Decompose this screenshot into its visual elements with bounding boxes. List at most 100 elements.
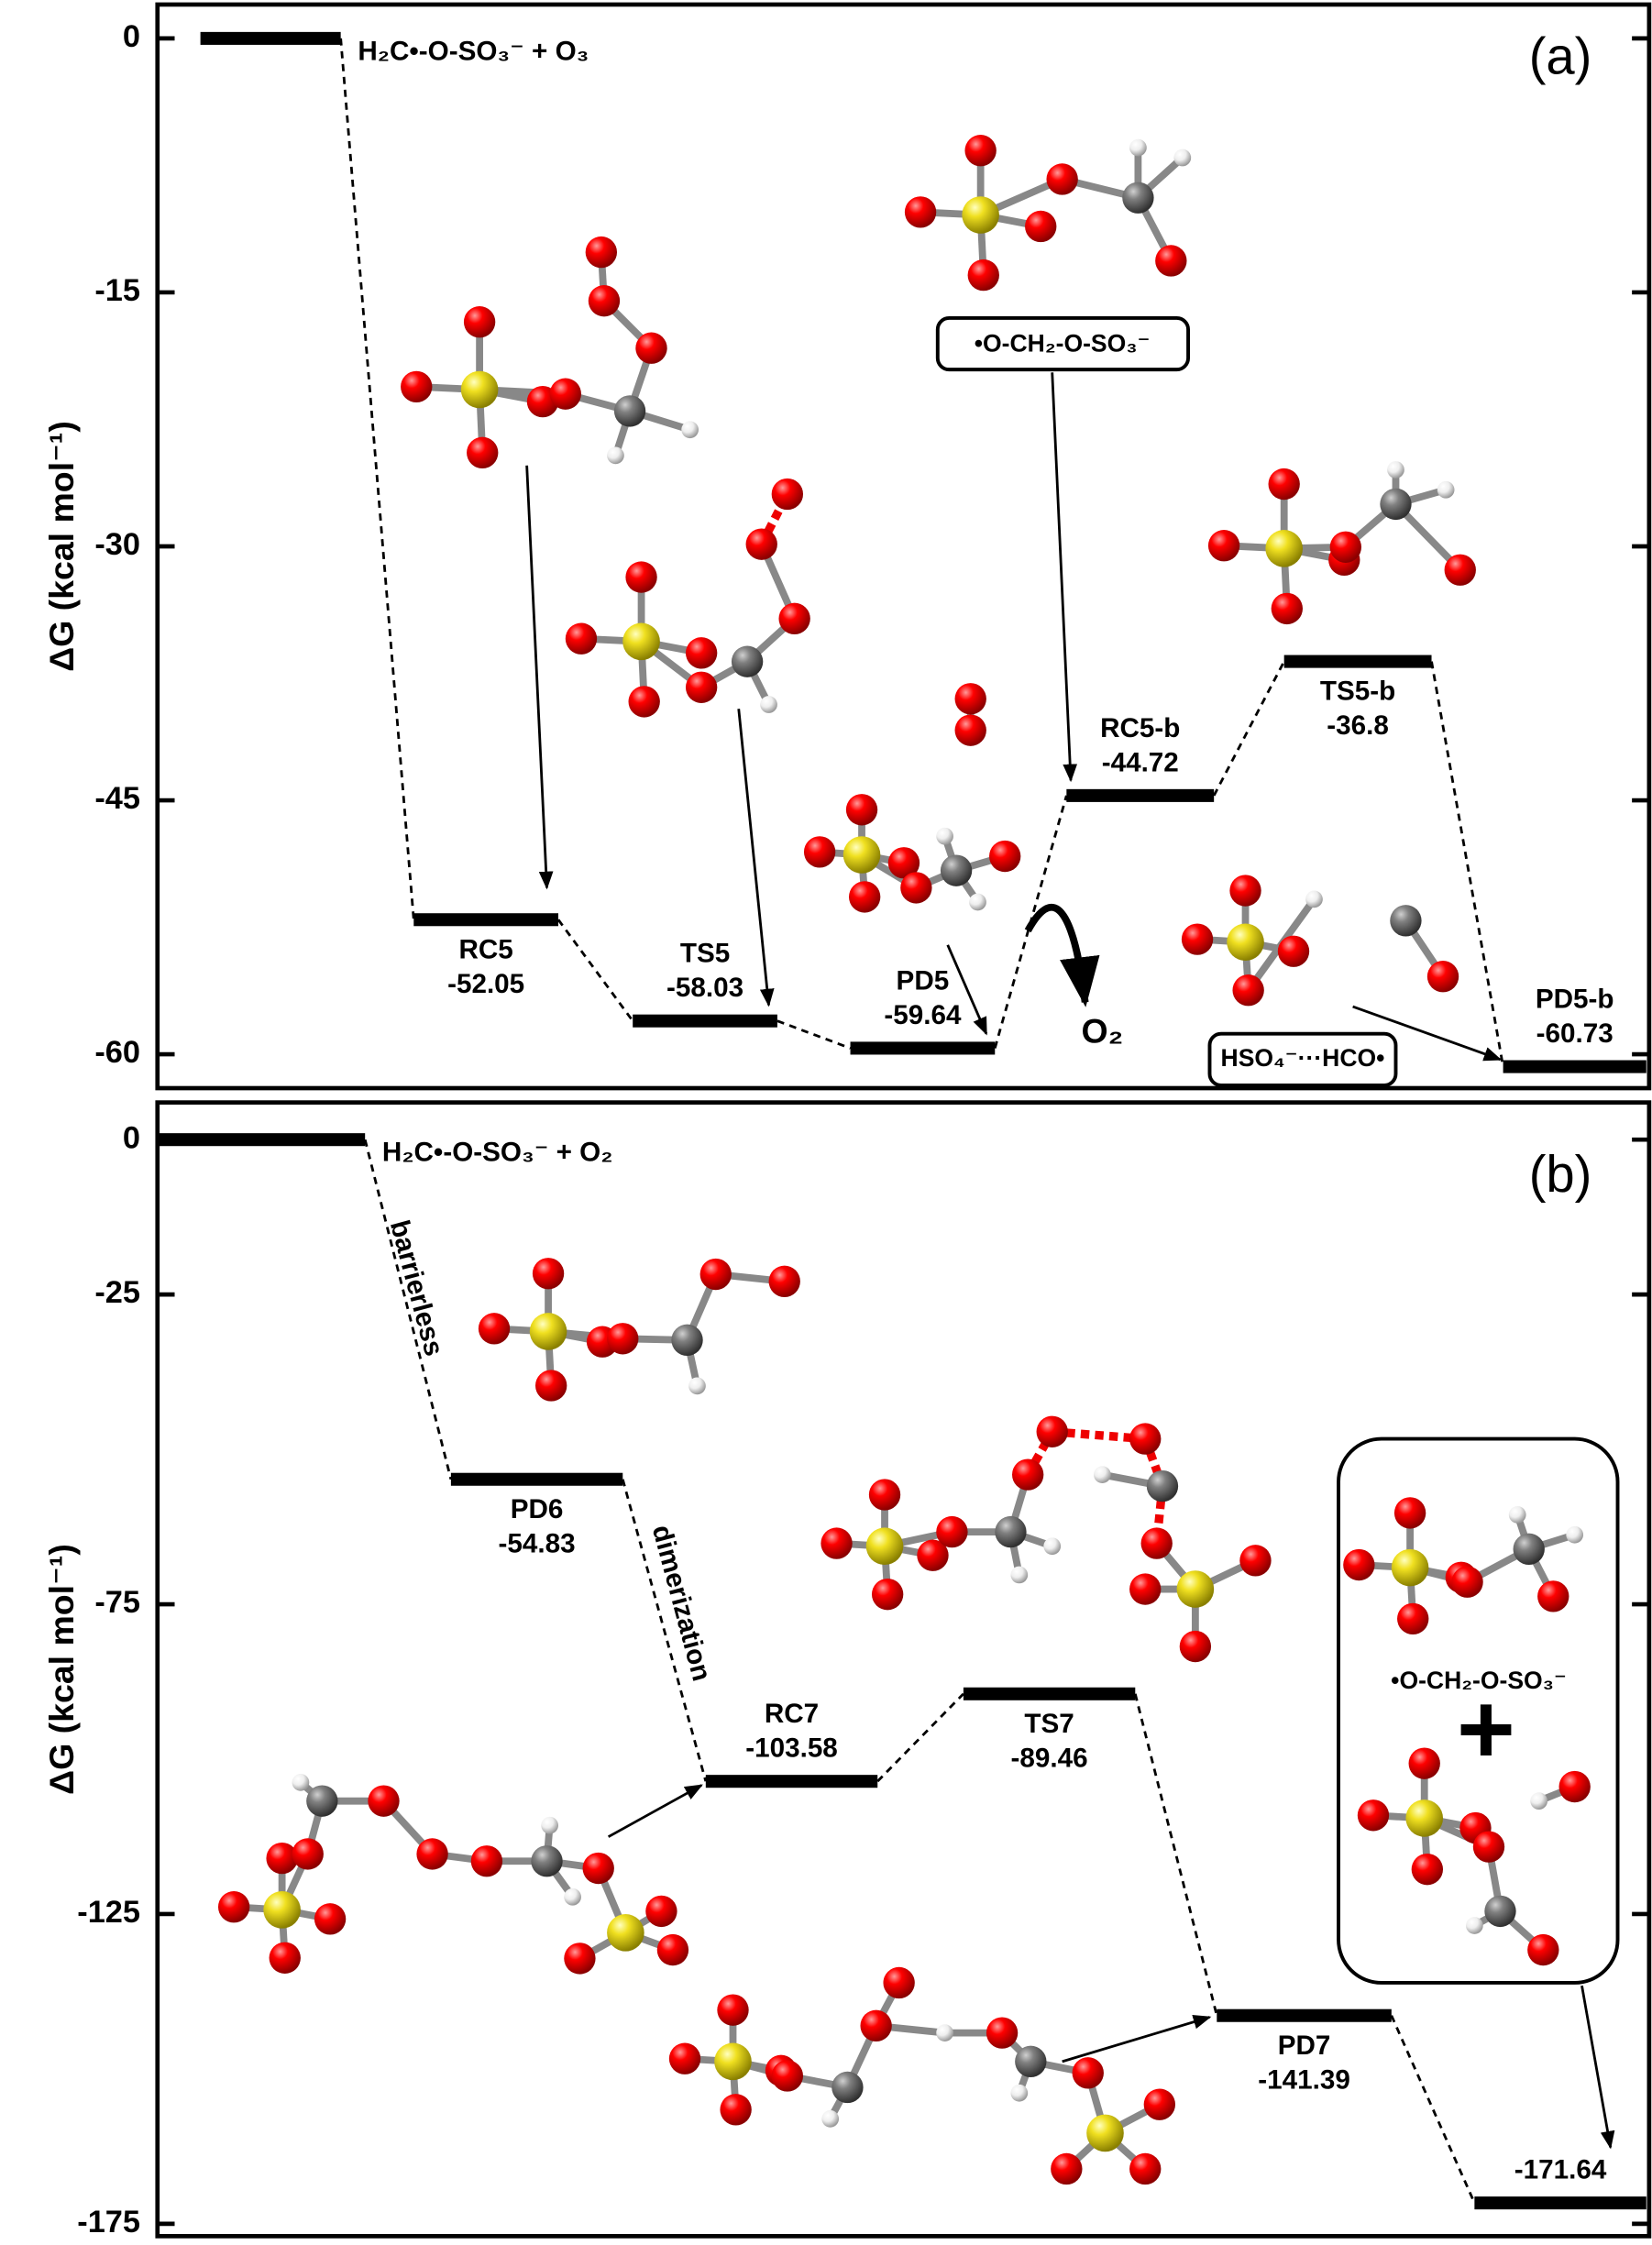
atom [1015, 2045, 1047, 2078]
atom [967, 259, 999, 292]
annotation: HSO₄⁻···HCO• [1221, 1044, 1385, 1072]
y-axis-label: ΔG (kcal mol⁻¹) [42, 421, 81, 672]
atom [1072, 2057, 1104, 2089]
atom [936, 1515, 968, 1548]
level-value: -44.72 [1102, 747, 1179, 777]
molecule [217, 1773, 689, 1975]
atom [964, 135, 997, 167]
atom [1380, 488, 1412, 521]
atom [1010, 1566, 1029, 1584]
atom [969, 893, 986, 911]
energy-level [1474, 2196, 1646, 2210]
energy-level [705, 1775, 878, 1788]
atom [622, 622, 660, 661]
label-box [935, 315, 1191, 372]
atom [1390, 905, 1422, 937]
atom [1508, 1505, 1526, 1524]
atom [717, 1994, 749, 2026]
atom [820, 1527, 853, 1559]
molecule [1357, 1747, 1591, 1966]
connector [621, 1479, 708, 1782]
atom [936, 2024, 953, 2041]
atom [1176, 1570, 1215, 1608]
y-tick-label: -30 [94, 527, 140, 562]
atom [564, 1887, 581, 1906]
level-value: -60.73 [1536, 1018, 1613, 1049]
molecules [217, 135, 1591, 2185]
atom [416, 1838, 448, 1870]
atom [1146, 1469, 1179, 1502]
y-tick-label: -45 [94, 781, 140, 816]
atom [900, 872, 932, 904]
molecule [1207, 461, 1476, 625]
arrow [525, 465, 554, 890]
atom [607, 446, 624, 465]
level-label: PD7 [1278, 2030, 1331, 2061]
atom [478, 1313, 511, 1345]
atom [1397, 1602, 1429, 1635]
atom [635, 332, 667, 364]
atom [1227, 923, 1264, 962]
atom [1444, 554, 1476, 586]
level-label: TS5 [680, 939, 730, 969]
atom [1426, 961, 1459, 993]
arrow [1024, 903, 1100, 1007]
atom [1530, 1792, 1548, 1810]
atom [771, 478, 804, 511]
atom [1393, 1497, 1426, 1529]
atom [1451, 1566, 1483, 1598]
atom [1129, 138, 1147, 157]
label-box [1207, 1031, 1398, 1087]
molecule [1181, 875, 1459, 1007]
atom [1271, 592, 1303, 625]
atom [848, 881, 881, 913]
level-label: TS7 [1024, 1709, 1074, 1739]
atom [760, 696, 777, 713]
atom [685, 637, 718, 669]
y-axis-label: ΔG (kcal mol⁻¹) [42, 1544, 81, 1795]
connector [1390, 2015, 1476, 2204]
arrow [1352, 1005, 1503, 1062]
atom [564, 1942, 596, 1975]
atom [778, 602, 810, 635]
y-tick-label: -60 [94, 1035, 140, 1070]
atom [771, 2060, 804, 2092]
arrow [1051, 372, 1078, 783]
connector [556, 919, 634, 1022]
molecule [820, 1415, 1272, 1663]
atom [936, 827, 953, 845]
molecule [1343, 1497, 1584, 1635]
atom [845, 794, 878, 826]
energy-level [633, 1014, 777, 1028]
arrow [607, 1784, 703, 1838]
atom [463, 306, 496, 338]
atom [628, 686, 660, 718]
level-value: -58.03 [666, 973, 743, 1003]
molecule [803, 794, 1021, 913]
level-value: -36.8 [1327, 710, 1389, 741]
atom [613, 395, 646, 427]
atom [1046, 163, 1078, 195]
atom [1043, 1537, 1062, 1556]
atom [995, 1515, 1027, 1548]
atom [887, 847, 920, 879]
arrow [737, 709, 775, 1007]
connector [363, 1139, 453, 1480]
arrow [1062, 2015, 1212, 2063]
atom [401, 370, 433, 403]
atom [1140, 1527, 1173, 1559]
energy-level [1283, 655, 1432, 668]
atom [460, 370, 499, 409]
atom [962, 196, 999, 234]
level-label: PD5 [897, 965, 950, 996]
atom [1010, 2084, 1029, 2102]
atom [954, 714, 986, 746]
annotation: •O-CH₂-O-SO₃⁻ [975, 330, 1151, 358]
level-value: -59.64 [884, 1000, 962, 1030]
connector [776, 1019, 852, 1050]
atom [860, 2009, 892, 2041]
energy-level [413, 913, 558, 927]
atom [1484, 1895, 1516, 1928]
atom [470, 1845, 503, 1877]
annotation: •O-CH₂-O-SO₃⁻ [1391, 1667, 1567, 1694]
